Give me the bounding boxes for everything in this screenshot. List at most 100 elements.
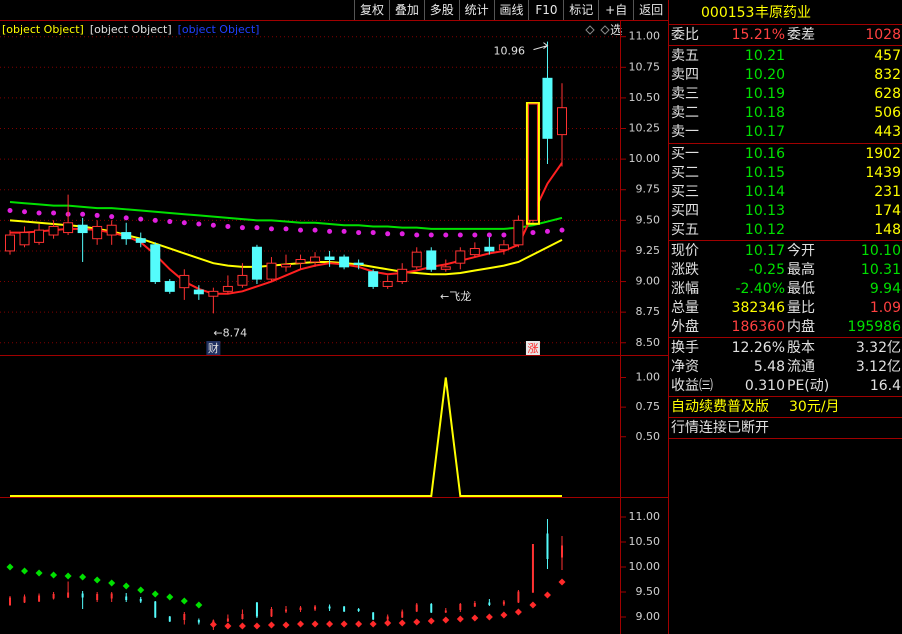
y-tick-label: 1.00: [636, 371, 661, 384]
label: PE(动): [787, 378, 830, 394]
book-label: 卖三: [671, 86, 699, 102]
promo: 自动续费普及版: [671, 399, 769, 415]
signal-dot: [282, 621, 290, 629]
cost-dot: [414, 232, 420, 238]
cost-dot: [7, 208, 13, 214]
cost-dot: [109, 214, 115, 220]
y-tick-label: 9.00: [636, 275, 661, 288]
book-price: 10.12: [744, 222, 785, 238]
cost-dot: [544, 228, 550, 234]
status: 行情连接已断开: [671, 420, 769, 436]
toolbar-button[interactable]: 叠加: [388, 0, 424, 20]
value: 10.31: [860, 262, 901, 278]
toolbar-button[interactable]: F10: [528, 0, 563, 20]
mini-bar-body: [139, 599, 142, 602]
book-volume: 628: [874, 86, 901, 102]
mini-bar-body: [328, 606, 331, 609]
signal-dot: [21, 567, 29, 575]
candle-body: [121, 232, 132, 240]
signal-dot: [427, 617, 435, 625]
toolbar-button[interactable]: +自选: [598, 0, 633, 37]
toolbar-button[interactable]: 复权: [354, 0, 389, 20]
toolbar-button[interactable]: 标记: [563, 0, 598, 20]
value: 9.94: [869, 281, 901, 297]
label: 涨幅: [671, 281, 699, 297]
candle-body: [440, 266, 451, 270]
book-volume: 457: [874, 48, 901, 64]
value: 12.26%: [731, 340, 785, 356]
signal-dot: [64, 572, 72, 580]
book-price: 10.15: [744, 165, 785, 181]
value: 10.17: [744, 243, 785, 259]
label: 涨跌: [671, 262, 699, 278]
mini-bar-body: [285, 609, 287, 612]
label: 最高: [787, 262, 815, 278]
cost-dot: [530, 230, 536, 236]
toolbar-button[interactable]: 多股: [423, 0, 459, 20]
signal-dot: [311, 620, 319, 628]
candle-body: [527, 103, 538, 221]
book-label: 买五: [671, 222, 699, 238]
stock-code: 000153: [701, 5, 755, 21]
y-tick-label: 10.50: [629, 91, 661, 104]
book-volume: 1439: [865, 165, 901, 181]
separator: [669, 240, 902, 241]
mini-bar-body: [154, 601, 157, 618]
y-tick-label: 9.25: [636, 244, 661, 257]
y-tick-label: 10.75: [629, 60, 661, 73]
signal-dot: [471, 614, 479, 622]
mini-bar-body: [502, 601, 505, 605]
y-tick-label: 9.00: [636, 610, 661, 623]
signal-dot: [151, 590, 159, 598]
mini-bar-body: [96, 594, 99, 600]
annotation: ←8.74: [213, 326, 247, 339]
marker: 财: [208, 341, 219, 355]
toolbar-button[interactable]: 返回: [633, 0, 668, 20]
candle-body: [353, 262, 364, 265]
mini-bar-body: [270, 609, 273, 617]
mini-bar-body: [561, 545, 563, 558]
mini-bar-body: [183, 614, 186, 620]
separator: [669, 24, 902, 25]
candle-body: [324, 256, 335, 261]
annotation-arrow: [533, 42, 549, 51]
cost-dot: [80, 211, 86, 217]
mini-bar-body: [531, 544, 534, 593]
y-tick-label: 9.50: [636, 213, 661, 226]
signal-dot: [543, 591, 551, 599]
value: 3.32亿: [855, 340, 901, 356]
label: 换手: [671, 340, 699, 356]
signal-dot: [267, 621, 275, 629]
candle-body: [34, 229, 45, 243]
candle-body: [498, 244, 509, 251]
signal-dot: [209, 621, 217, 628]
signal-dot: [442, 616, 450, 624]
label: 委差: [787, 27, 815, 43]
y-tick-label: 0.75: [636, 400, 661, 413]
marker-bg: [525, 341, 540, 355]
label: 流通: [787, 359, 815, 375]
mini-bar-body: [430, 604, 433, 613]
value: 5.48: [753, 359, 785, 375]
cost-dot: [370, 230, 376, 236]
mini-bar-body: [488, 602, 491, 605]
label: 现价: [671, 243, 699, 259]
cost-dot: [312, 227, 318, 233]
signal-dot: [238, 622, 246, 630]
book-volume: 231: [874, 184, 901, 200]
candle-body: [5, 234, 15, 252]
book-volume: 148: [874, 222, 901, 238]
book-price: 10.21: [744, 48, 785, 64]
toolbar-button[interactable]: 统计: [458, 0, 494, 20]
toolbar-button[interactable]: 画线: [493, 0, 529, 20]
cost-dot: [181, 220, 187, 226]
candle-body: [382, 281, 393, 287]
cost-dot: [152, 217, 158, 223]
label: 股本: [787, 340, 815, 356]
stock-name: 丰原药业: [755, 5, 811, 21]
mini-bar-body: [52, 594, 55, 599]
y-tick-label: 10.25: [629, 122, 661, 135]
candle-body: [19, 232, 30, 246]
signal-dot: [6, 563, 14, 571]
book-label: 买一: [671, 146, 699, 162]
